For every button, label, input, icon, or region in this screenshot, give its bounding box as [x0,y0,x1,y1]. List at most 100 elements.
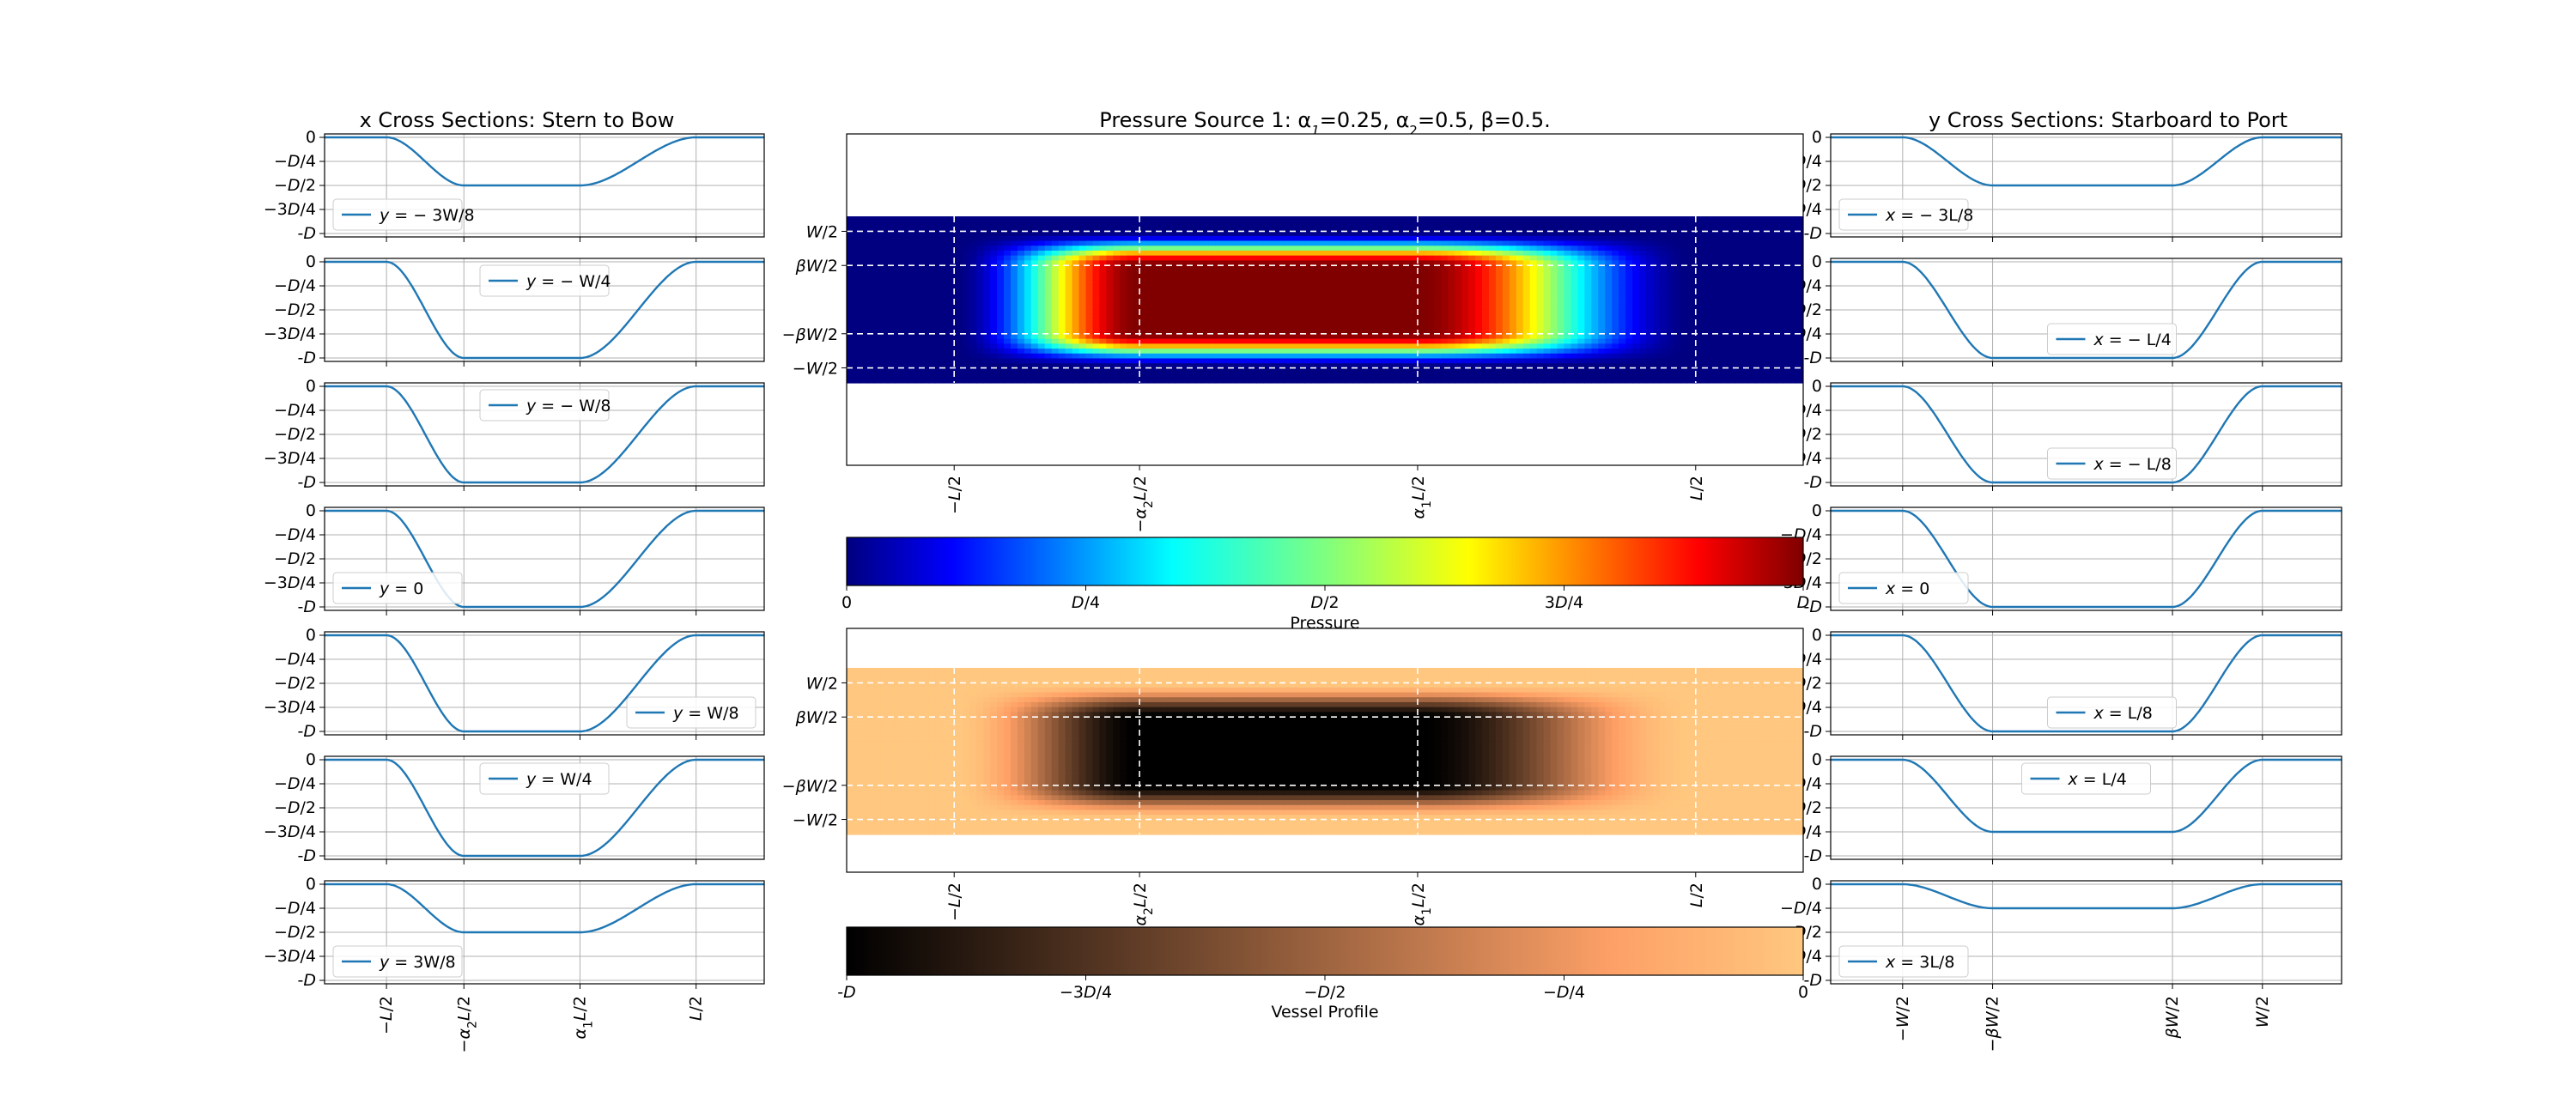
heat-cell [1516,318,1524,325]
heat-cell [1270,226,1278,232]
heat-cell [1325,363,1333,369]
heat-cell [1365,270,1374,276]
heat-cell [969,300,977,306]
heat-cell [1291,260,1298,266]
heat-cell [1584,226,1592,232]
heat-cell [935,275,943,281]
heat-cell [1030,226,1039,232]
heat-cell [860,373,868,379]
heat-cell [1229,235,1237,242]
heat-cell [1598,309,1606,315]
heat-cell [1318,329,1326,335]
heat-cell [1242,246,1251,252]
heat-cell [1133,309,1141,315]
heat-cell [1065,300,1073,306]
heat-cell [1167,280,1176,286]
heat-cell [1584,358,1592,364]
heat-cell [1365,338,1374,344]
heat-cell [1106,358,1114,364]
heat-cell [1345,338,1353,344]
heat-cell [847,270,854,276]
heat-cell [1406,226,1415,232]
heat-cell [1598,275,1606,281]
heat-cell [1550,255,1558,261]
heat-cell [1522,309,1531,315]
heat-cell [1263,300,1271,306]
heat-cell [963,260,970,266]
heat-cell [976,280,984,286]
series-line [1831,882,2342,910]
heat-cell [1072,329,1080,335]
heat-cell [1468,343,1476,349]
heat-cell [1741,349,1749,355]
heat-cell [949,314,957,320]
heat-cell [1455,265,1462,271]
legend: y = 3W/8 [332,945,463,978]
heat-cell [1345,343,1353,349]
heat-cell [1379,304,1388,311]
heat-cell [1318,363,1326,369]
heat-cell [1325,314,1333,320]
heat-cell [1277,246,1285,252]
heat-cell [1325,240,1333,246]
heat-cell [1044,300,1053,306]
heat-cell [1284,231,1291,237]
heat-cell [1393,231,1401,237]
heat-cell [1352,265,1360,271]
heat-cell [1645,226,1654,232]
heat-cell [1352,226,1360,232]
heat-cell [1133,231,1141,237]
heat-cell [908,363,916,369]
heat-cell [1140,255,1148,261]
heat-cell [866,226,875,232]
heat-cell [949,255,957,261]
y-section-subplot: 0−D/4−D/2−3D/4-Dy = − 3W/8 [264,128,765,243]
heat-cell [1495,231,1504,237]
heat-cell [1700,378,1709,384]
heat-cell [1140,309,1148,315]
heat-cell [1085,235,1094,242]
heat-cell [1427,216,1435,222]
heat-cell [1735,280,1742,286]
heat-cell [1256,367,1264,374]
heat-cell [1502,289,1510,295]
heat-cell [1625,246,1633,252]
heat-cell [1536,221,1545,227]
heat-cell [1311,309,1319,315]
heat-cell [1106,221,1114,227]
heat-cell [1612,300,1619,306]
heat-cell [1400,221,1408,227]
heat-cell [1645,284,1654,291]
heat-cell [1358,367,1367,374]
heat-cell [1263,338,1271,344]
heat-cell [1297,289,1305,295]
heat-cell [1502,378,1510,384]
heat-cell [1331,367,1340,374]
heat-cell [1154,318,1162,325]
heat-cell [1406,309,1415,315]
heat-cell [1120,338,1127,344]
heat-cell [880,329,889,335]
heat-cell [1331,349,1340,355]
heat-cell [1201,275,1210,281]
heat-cell [1543,358,1552,364]
heat-cell [1645,240,1654,246]
heat-cell [1127,373,1134,379]
heat-cell [1106,367,1114,374]
heat-cell [866,250,875,257]
heat-cell [1707,265,1716,271]
heat-cell [921,246,930,252]
heat-cell [853,246,861,252]
heat-cell [1147,265,1155,271]
heat-cell [1707,240,1716,246]
heat-cell [1379,363,1388,369]
heat-cell [1721,240,1729,246]
heat-cell [1092,235,1101,242]
heat-cell [1127,353,1134,360]
x-sections-title: x Cross Sections: Stern to Bow [360,108,675,132]
heat-cell [1543,270,1552,276]
heat-cell [1201,358,1210,364]
y-tick-label: -D [298,846,317,865]
heat-cell [1284,304,1291,311]
heat-cell [1741,378,1749,384]
